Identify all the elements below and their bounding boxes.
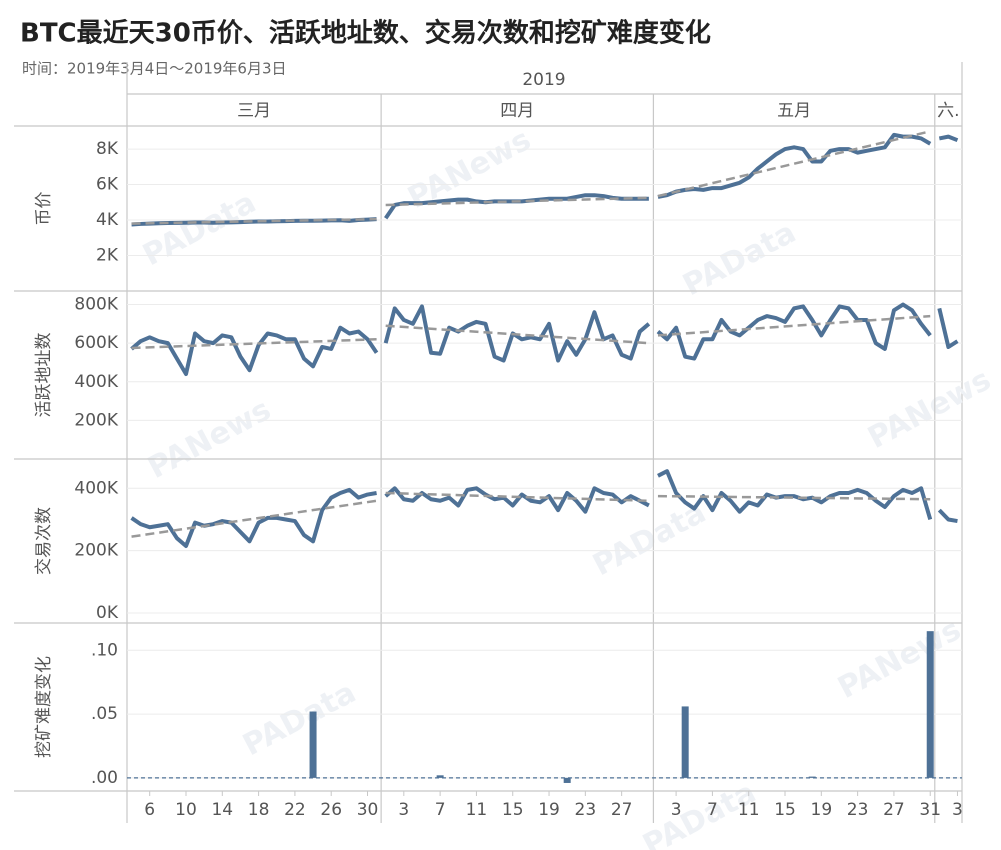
bar <box>808 776 816 778</box>
x-tick-label: 10 <box>175 800 197 820</box>
bar <box>563 777 571 783</box>
trend-line <box>385 491 649 503</box>
bar <box>436 775 444 778</box>
trend-line <box>657 314 931 337</box>
x-tick-label: 23 <box>575 800 597 820</box>
x-tick-label: 7 <box>707 800 718 820</box>
watermark: PAData <box>237 675 361 763</box>
watermark: PAData <box>137 185 261 273</box>
trend-line <box>385 324 649 345</box>
y-tick-label: .10 <box>91 640 118 660</box>
x-tick-label: 27 <box>883 800 905 820</box>
x-tick-label: 31 <box>919 800 941 820</box>
x-tick-label: 15 <box>774 800 796 820</box>
month-label: 四月 <box>500 101 534 121</box>
year-label: 2019 <box>522 70 565 90</box>
y-tick-label: 200K <box>74 541 118 561</box>
line <box>384 486 650 514</box>
month-label: 六. <box>937 101 959 121</box>
y-axis-title: 交易次数 <box>34 507 54 575</box>
x-tick-label: 18 <box>248 800 270 820</box>
line <box>937 307 959 349</box>
x-tick-label: 11 <box>738 800 760 820</box>
y-tick-label: .05 <box>91 704 118 724</box>
bar <box>681 706 689 778</box>
line <box>130 325 379 377</box>
x-tick-label: 3 <box>671 800 682 820</box>
line <box>938 134 959 143</box>
y-axis-title: 挖矿难度变化 <box>34 656 54 758</box>
month-label: 五月 <box>777 101 811 121</box>
line <box>657 132 932 199</box>
x-tick-label: 14 <box>211 800 233 820</box>
x-tick-label: 7 <box>435 800 446 820</box>
y-axis-title: 活跃地址数 <box>34 333 54 418</box>
trend-line <box>131 217 377 225</box>
x-tick-label: 3 <box>952 800 963 820</box>
x-tick-label: 27 <box>611 800 633 820</box>
y-tick-label: 400K <box>74 372 118 392</box>
watermark: PANews <box>862 362 996 456</box>
trend-line <box>657 130 931 198</box>
y-tick-label: 2K <box>96 246 119 266</box>
x-tick-label: 3 <box>398 800 409 820</box>
y-tick-label: 400K <box>74 478 118 498</box>
watermark: PANews <box>832 612 966 706</box>
bar <box>309 711 317 778</box>
y-tick-label: 0K <box>96 603 119 623</box>
x-tick-label: 6 <box>144 800 155 820</box>
month-label: 三月 <box>237 101 271 121</box>
y-tick-label: 200K <box>74 410 118 430</box>
trend-line <box>385 196 649 207</box>
line <box>656 302 932 361</box>
line <box>130 487 377 548</box>
x-tick-label: 23 <box>847 800 869 820</box>
trend-line <box>657 494 931 501</box>
x-tick-label: 26 <box>320 800 342 820</box>
y-tick-label: 8K <box>96 139 119 159</box>
y-tick-label: 4K <box>96 210 119 230</box>
x-tick-label: 22 <box>284 800 306 820</box>
bar <box>926 631 934 778</box>
x-tick-label: 15 <box>502 800 524 820</box>
chart-title: BTC最近天30币价、活跃地址数、交易次数和挖矿难度变化 <box>20 18 711 49</box>
trend-line <box>131 338 377 350</box>
chart-subtitle: 时间：2019年3月4日～2019年6月3日 <box>22 60 287 78</box>
watermark: PANews <box>142 392 276 486</box>
watermark: PAData <box>677 215 801 303</box>
y-tick-label: .00 <box>91 768 118 788</box>
y-tick-label: 600K <box>74 333 118 353</box>
x-tick-label: 19 <box>811 800 833 820</box>
y-axis-title: 币价 <box>34 192 54 226</box>
x-tick-label: 30 <box>357 800 379 820</box>
y-tick-label: 800K <box>74 295 118 315</box>
x-tick-label: 19 <box>538 800 560 820</box>
y-tick-label: 6K <box>96 175 119 195</box>
line <box>937 508 958 524</box>
line <box>383 304 651 363</box>
x-tick-label: 11 <box>466 800 488 820</box>
